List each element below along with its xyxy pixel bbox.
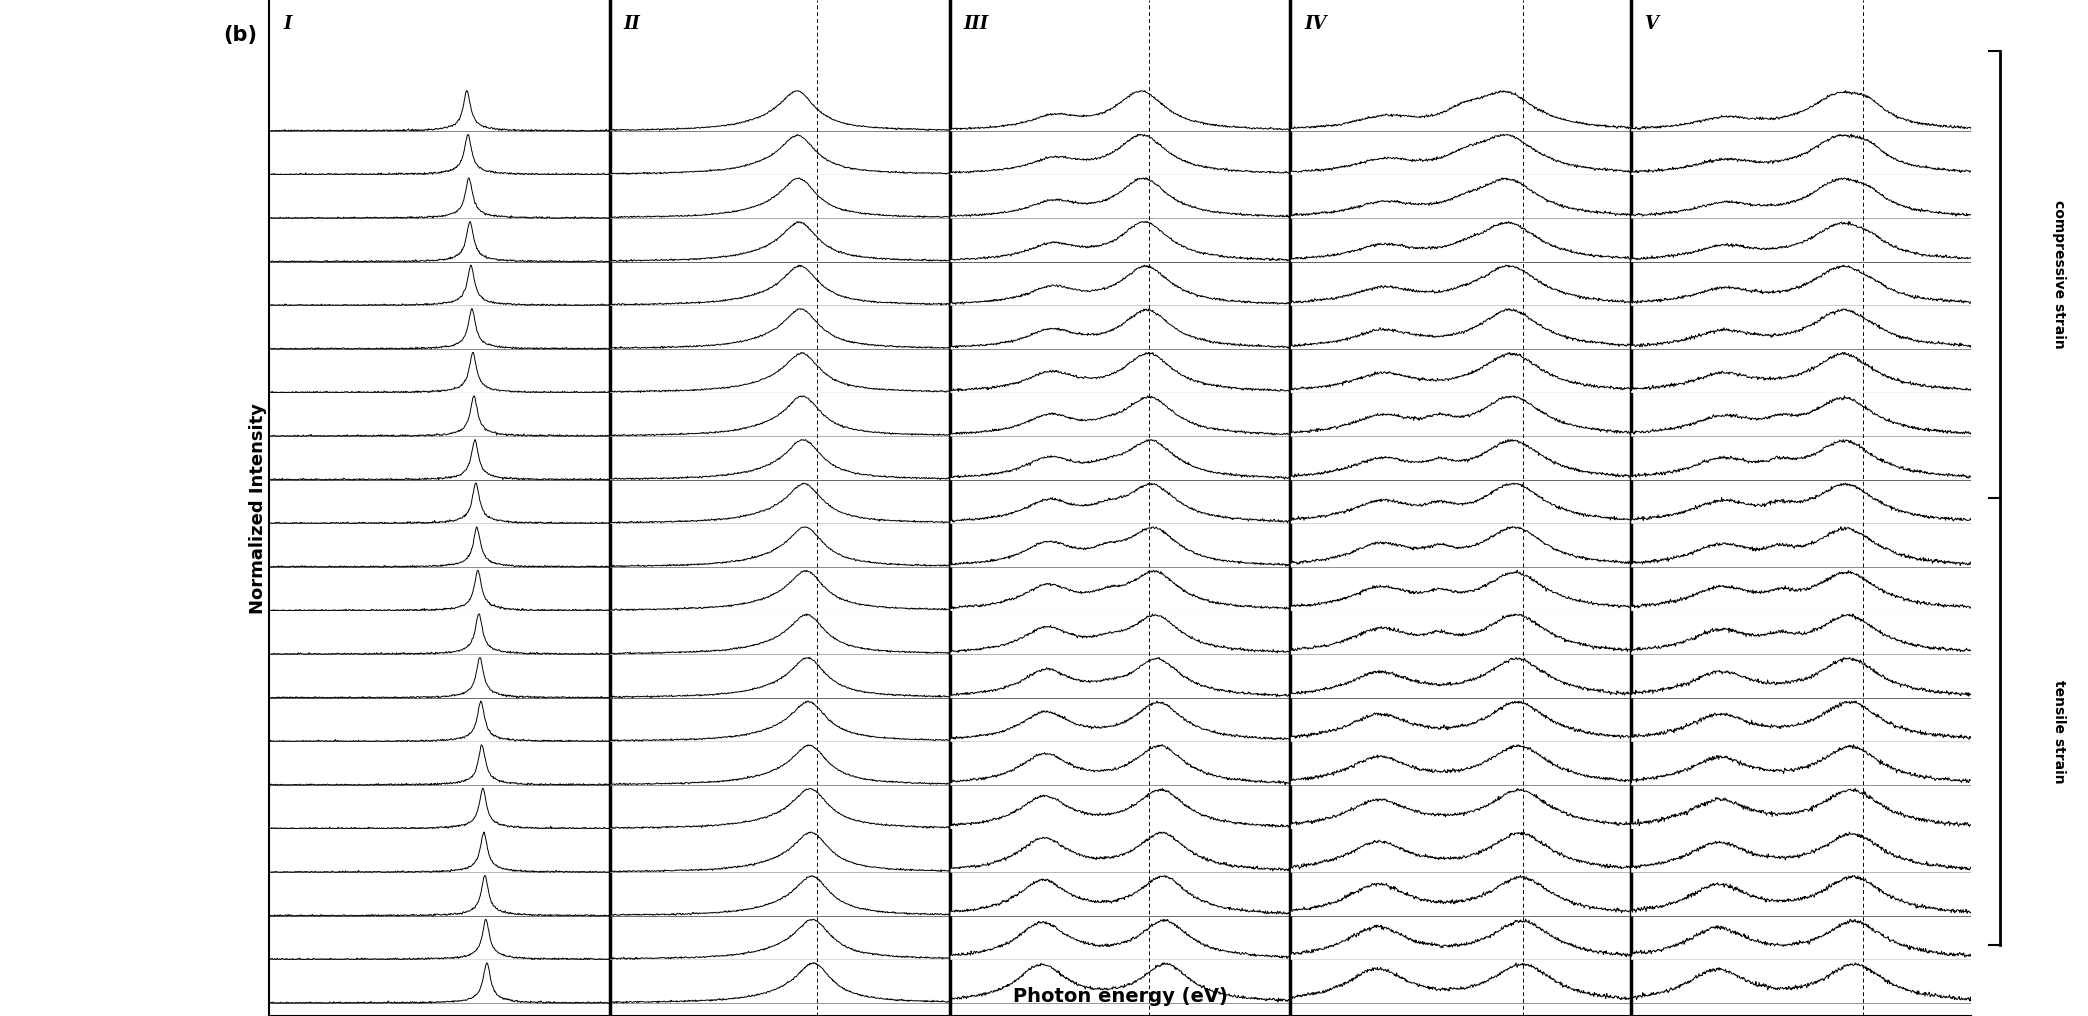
Text: V: V [1645, 15, 1658, 34]
Text: tensile strain: tensile strain [2053, 680, 2065, 783]
Text: II: II [624, 15, 641, 34]
Text: Photon energy (eV): Photon energy (eV) [1013, 987, 1228, 1006]
Text: III: III [965, 15, 990, 34]
Text: I: I [284, 15, 292, 34]
Text: 100μm: 100μm [17, 964, 69, 978]
Text: $d$=2.2μm: $d$=2.2μm [17, 494, 92, 513]
Text: compressive strain: compressive strain [2053, 200, 2065, 348]
Text: (b): (b) [223, 25, 257, 46]
Y-axis label: Normalized Intensity: Normalized Intensity [248, 402, 267, 614]
Text: IV: IV [1305, 15, 1326, 34]
